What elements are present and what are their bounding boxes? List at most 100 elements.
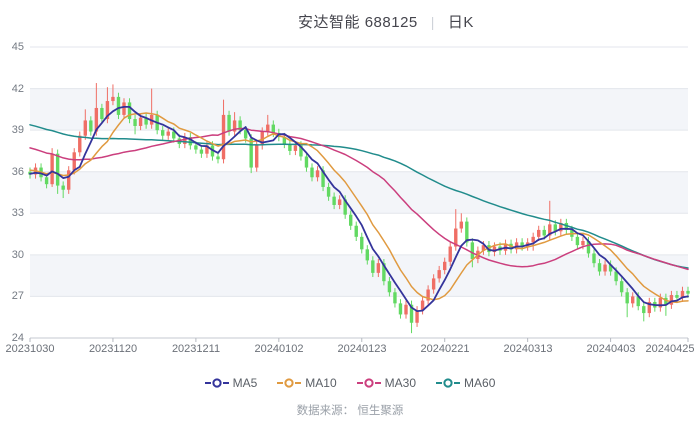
candle-body <box>431 278 436 290</box>
candle-body <box>194 145 198 150</box>
candle-body <box>614 271 618 282</box>
candle-body <box>310 167 314 178</box>
candle-body <box>255 145 259 168</box>
candle-body <box>398 303 403 315</box>
candle-body <box>332 196 336 205</box>
candle-body <box>409 304 414 323</box>
candle-body <box>404 304 408 315</box>
x-axis-label: 20231030 <box>5 343 55 355</box>
candle-body <box>675 295 679 298</box>
candle-body <box>94 107 99 132</box>
ma-lines <box>29 106 689 313</box>
candle-body <box>78 135 82 153</box>
candle-body <box>371 260 375 273</box>
candle-body <box>116 96 121 115</box>
candle-body <box>664 297 668 305</box>
candle-body <box>138 117 143 126</box>
candle-body <box>266 124 270 132</box>
period-tab-daily-k[interactable]: 日K <box>447 14 474 31</box>
legend-item-ma30[interactable]: MA30 <box>356 376 416 390</box>
legend-item-ma5[interactable]: MA5 <box>204 376 258 390</box>
legend-item-ma10[interactable]: MA10 <box>277 376 337 390</box>
y-axis-label: 45 <box>11 41 24 53</box>
candle-body <box>304 156 309 168</box>
legend-item-ma60[interactable]: MA60 <box>436 376 495 390</box>
candle-body <box>55 153 60 186</box>
candle-body <box>205 145 209 154</box>
candle-body <box>658 297 663 308</box>
candle-body <box>559 222 563 232</box>
candle-body <box>537 229 541 237</box>
candle-body <box>227 114 231 132</box>
y-axis-label: 39 <box>11 124 24 137</box>
candle-body <box>603 264 607 272</box>
candle-body <box>548 224 552 236</box>
data-source: 数据来源： 恒生聚源 <box>296 405 404 417</box>
candle-body <box>83 120 87 136</box>
candle-body <box>67 170 71 190</box>
candle-body <box>376 263 381 273</box>
y-axis-label: 33 <box>11 207 24 220</box>
ma30-line <box>29 127 689 271</box>
candle-body <box>426 289 430 301</box>
candle-body <box>343 199 347 215</box>
y-axis-label: 30 <box>11 248 24 261</box>
x-axis-label: 20240102 <box>254 343 304 355</box>
legend-item-label: MA60 <box>464 376 496 390</box>
candle-body <box>216 156 220 160</box>
candle-body <box>122 102 126 115</box>
candle-body <box>144 117 148 125</box>
candle-body <box>105 101 110 120</box>
candle-body <box>133 119 137 126</box>
candle-body <box>625 292 629 304</box>
candle-body <box>586 241 591 254</box>
kline-plot-area[interactable] <box>0 0 700 360</box>
legend-item-label: MA5 <box>232 376 258 390</box>
candle-body <box>127 102 132 120</box>
candle-body <box>575 236 580 246</box>
ma5-legend-icon <box>204 378 229 388</box>
candle-body <box>669 295 674 305</box>
y-axis-label: 42 <box>11 82 24 95</box>
candle-body <box>243 130 248 139</box>
candle-body <box>326 186 331 197</box>
x-axis-label: 20231120 <box>88 343 138 355</box>
candle-body <box>387 281 392 293</box>
ma60-legend-icon <box>436 378 461 388</box>
legend-item-label: MA10 <box>305 376 337 390</box>
candle-body <box>360 236 364 250</box>
x-axis <box>29 337 689 342</box>
candle-body <box>288 144 292 151</box>
candle-body <box>337 199 342 205</box>
candle-body <box>183 137 187 144</box>
grid-bands <box>30 88 688 297</box>
candle-body <box>382 263 386 282</box>
candle-body <box>282 137 287 144</box>
candle-body <box>608 264 613 272</box>
candle-body <box>199 149 204 154</box>
stock-title: 安达智能 688125 <box>298 14 418 31</box>
candle-body <box>349 214 353 226</box>
chart-title: 安达智能 688125 | 日K <box>0 11 700 32</box>
ma10-legend-icon <box>277 378 302 388</box>
candle-body <box>642 306 646 314</box>
y-axis-label: 24 <box>11 332 24 344</box>
candle-body <box>437 270 441 279</box>
candle-body <box>470 242 475 260</box>
candle-body <box>188 137 193 146</box>
candle-body <box>232 120 237 132</box>
candle-body <box>238 120 242 131</box>
candle-body <box>415 310 419 323</box>
candle-body <box>89 120 93 132</box>
candle-body <box>592 253 596 264</box>
title-separator: | <box>430 14 435 30</box>
candle-body <box>161 130 165 136</box>
y-axis-label: 27 <box>11 290 24 303</box>
candle-body <box>271 124 275 133</box>
candle-body <box>420 300 425 311</box>
ma30-legend-icon <box>356 378 381 388</box>
candle-body <box>221 114 226 160</box>
candle-body <box>597 263 602 272</box>
candle-body <box>61 185 65 190</box>
candle-body <box>680 290 685 298</box>
